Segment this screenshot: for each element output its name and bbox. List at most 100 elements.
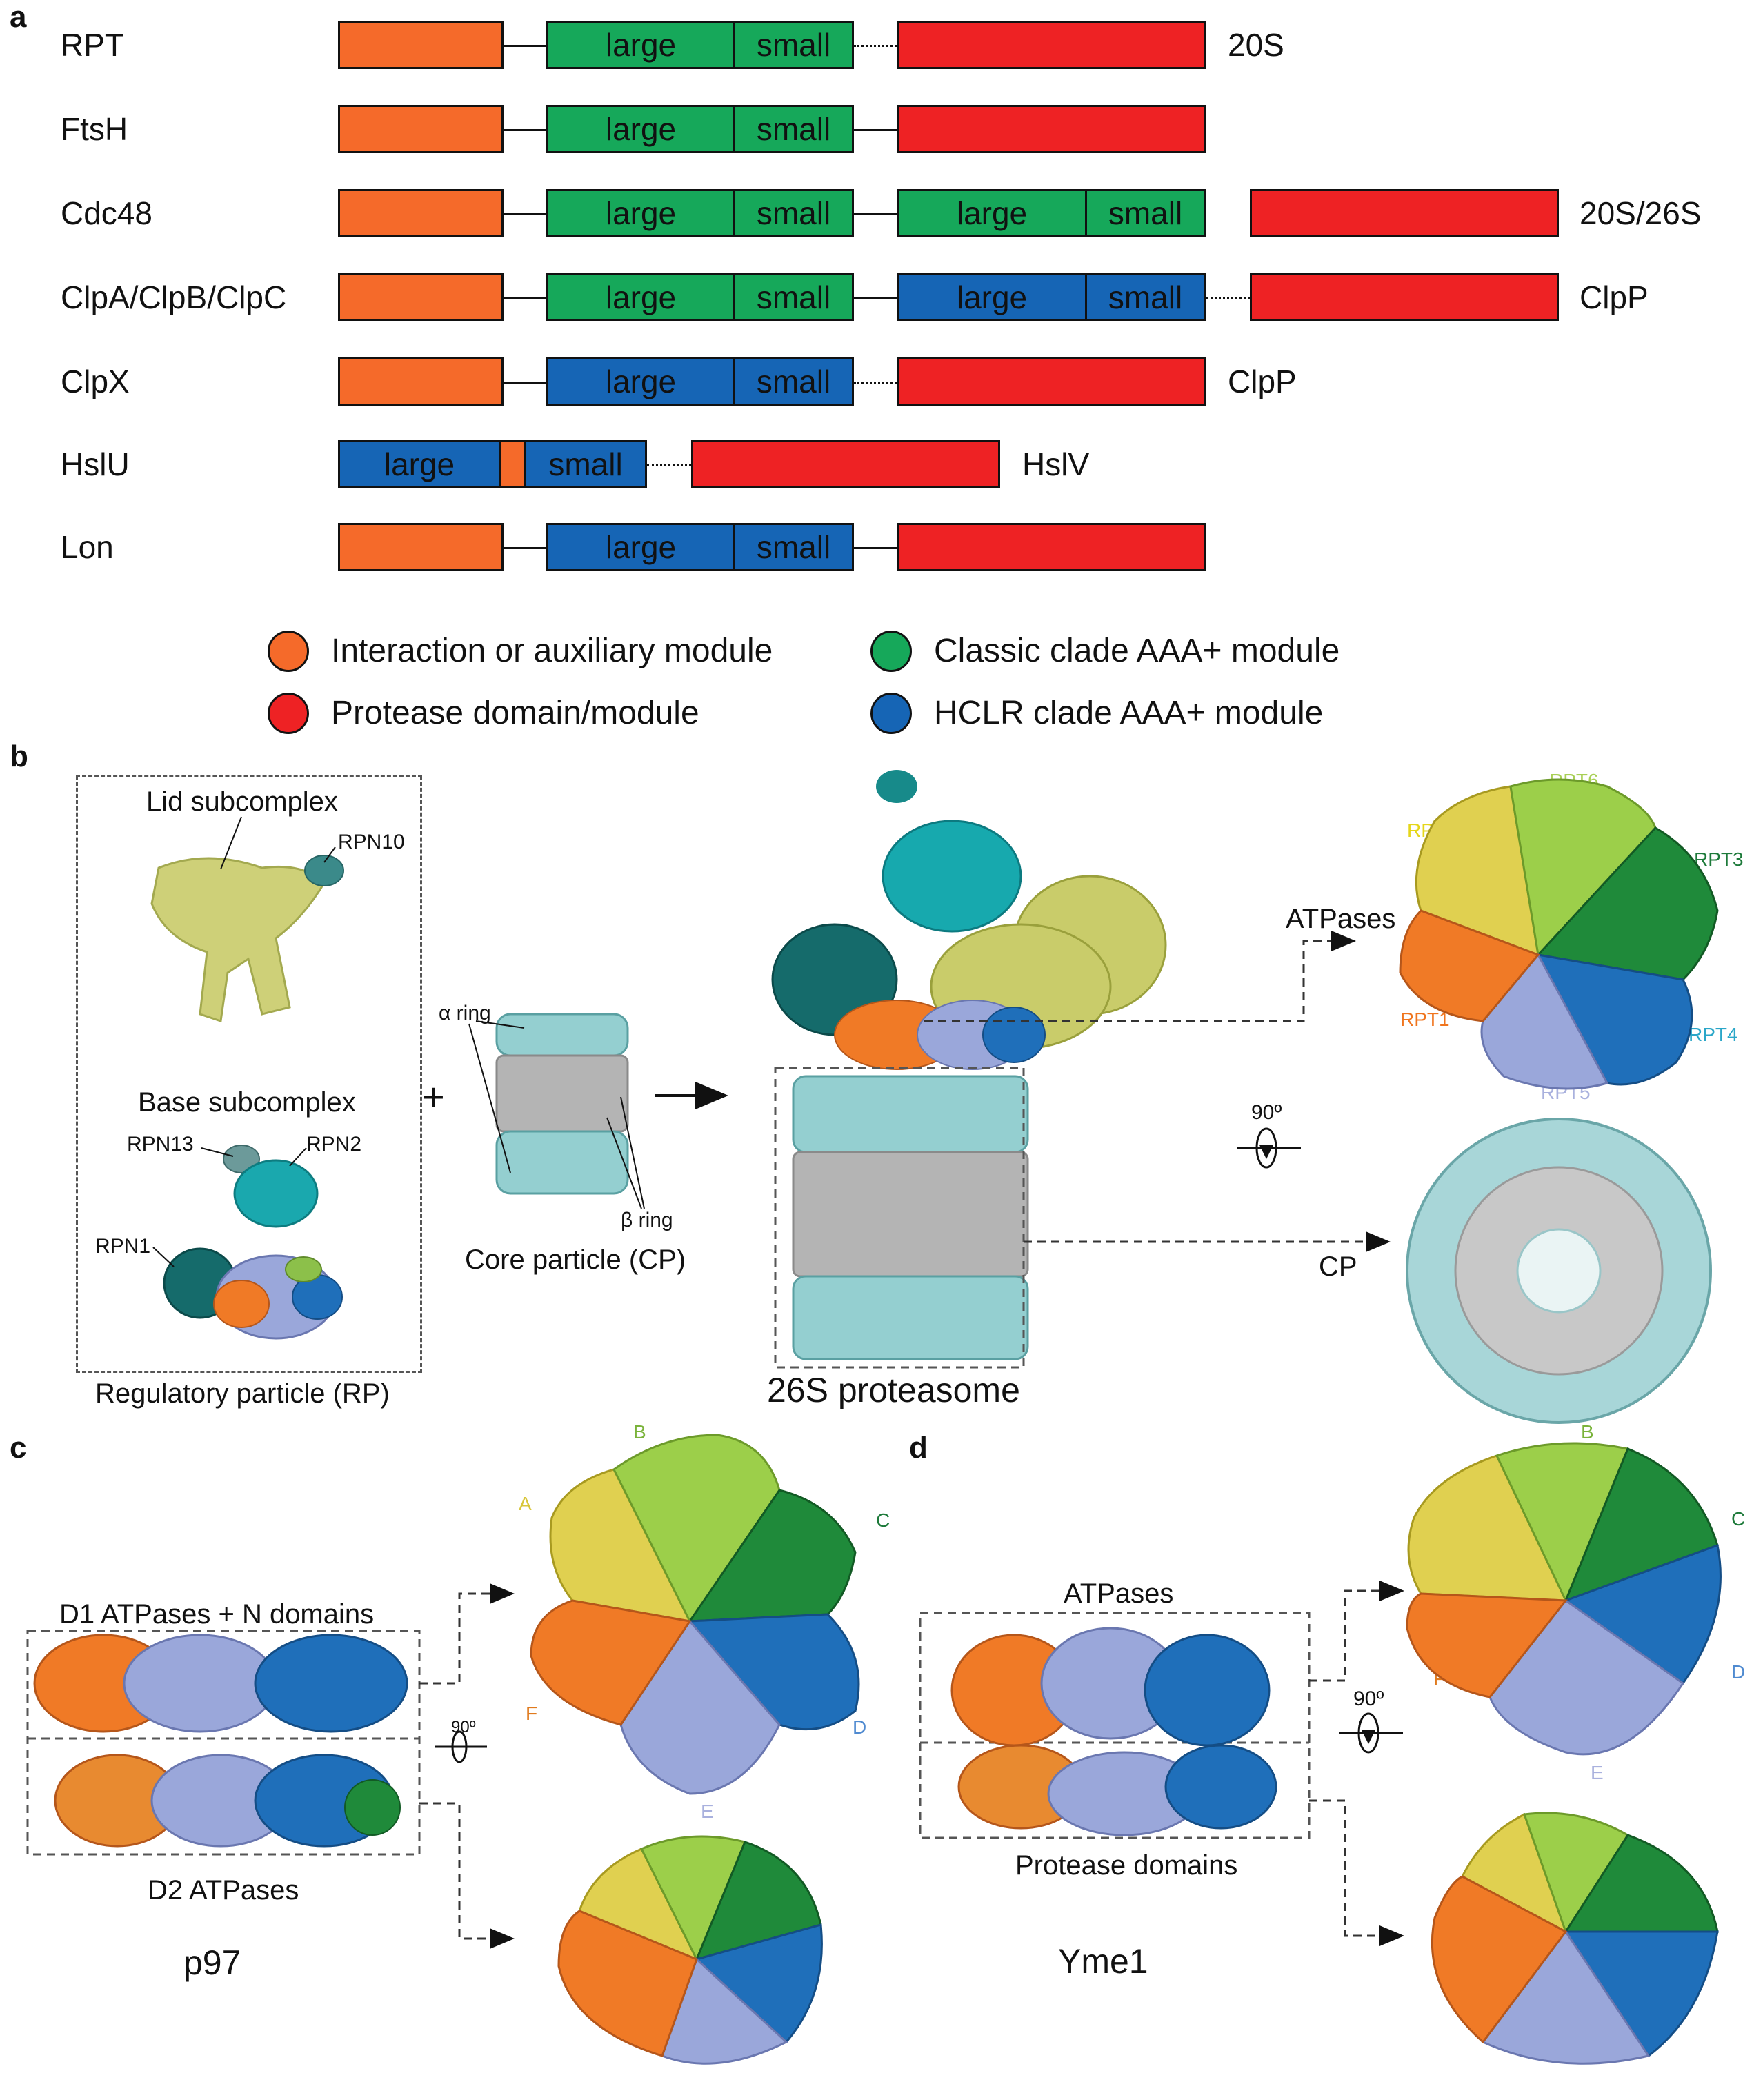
legend-dot-interaction [268, 631, 309, 672]
row-name: ClpA/ClpB/ClpC [61, 279, 287, 315]
large-segment: large [605, 279, 677, 315]
row-name: FtsH [61, 111, 128, 147]
p97-d2-ring [557, 1835, 823, 2065]
classic-aaa-module: large small [546, 105, 854, 153]
dotted-linker [647, 464, 691, 466]
subunit-f-label-c: F [526, 1703, 538, 1724]
lid-subcomplex-structure [150, 816, 344, 1022]
p97-d2-arrow [419, 1802, 515, 1949]
row-name: HslU [61, 446, 130, 482]
yme1-label: Yme1 [1058, 1942, 1148, 1981]
row-name: RPT [61, 27, 124, 63]
beta-ring-label: β ring [621, 1209, 673, 1231]
large-segment: large [605, 529, 677, 565]
protease-domain [1250, 189, 1559, 237]
atpases-label-d: ATPases [1064, 1578, 1174, 1609]
small-segment: small [733, 359, 852, 404]
rpt3-label: RPT3 [1694, 849, 1744, 870]
row-target: HslV [1022, 446, 1090, 482]
rotation-icon-c [435, 1730, 487, 1763]
large-segment: large [605, 27, 677, 63]
small-segment: small [733, 23, 852, 67]
large-segment: large [605, 364, 677, 399]
small-segment: small [548, 446, 623, 482]
legend-label: HCLR clade AAA+ module [934, 695, 1324, 731]
linker [504, 45, 546, 47]
regulatory-particle-frame [76, 775, 422, 1373]
small-segment: small [733, 275, 852, 319]
linker [854, 297, 897, 299]
core-particle-structure [468, 1013, 728, 1209]
subunit-e-label-c: E [701, 1801, 714, 1822]
subunit-c-label-d: C [1731, 1508, 1746, 1529]
p97-label: p97 [183, 1943, 241, 1982]
p97-d1-arrow [419, 1583, 515, 1685]
plus-sign: + [422, 1075, 445, 1118]
rpt1-label-visible: RPT1 [1400, 1009, 1450, 1030]
legend-dot-protease [268, 693, 309, 734]
yme1-protease-ring [1431, 1812, 1719, 2065]
large-segment: large [956, 279, 1028, 315]
small-segment: small [733, 107, 852, 151]
row-name: Cdc48 [61, 195, 152, 231]
lid-label: Lid subcomplex [146, 786, 338, 817]
large-segment: large [956, 195, 1028, 231]
dotted-linker [854, 382, 897, 384]
alpha-ring-label: α ring [439, 1002, 491, 1024]
yme1-atpases-arrow [1309, 1581, 1404, 1682]
linker [854, 129, 897, 131]
rpn13-label: RPN13 [127, 1133, 194, 1156]
proteasome-label: 26S proteasome [767, 1371, 1020, 1409]
atpases-arrow [924, 931, 1356, 1022]
linker [504, 213, 546, 215]
rotation-icon-d [1339, 1712, 1403, 1754]
hclr-aaa-module: large small [546, 357, 854, 406]
rotation-label-b: 90º [1251, 1101, 1282, 1124]
legend-label: Protease domain/module [331, 695, 699, 731]
interaction-module [338, 21, 504, 69]
classic-aaa-module-d1: large small [546, 189, 854, 237]
p97-side-view [26, 1630, 421, 1856]
classic-aaa-module-d2: large small [897, 189, 1206, 237]
interaction-module [338, 105, 504, 153]
hclr-aaa-module: large small [338, 440, 647, 488]
p97-d1-ring [530, 1434, 860, 1795]
rotation-icon-b [1237, 1127, 1301, 1169]
subunit-c-label-c: C [876, 1509, 890, 1531]
small-segment: small [1085, 191, 1204, 235]
row-target: 20S [1228, 27, 1284, 63]
panel-d-letter: d [909, 1431, 928, 1465]
d1-label: D1 ATPases + N domains [59, 1599, 375, 1630]
large-segment: large [605, 111, 677, 147]
panel-a-letter: a [10, 0, 27, 34]
dotted-linker [1206, 297, 1250, 299]
linker [854, 547, 897, 549]
row-name: Lon [61, 529, 114, 565]
yme1-protease-arrow [1309, 1799, 1404, 1946]
classic-aaa-module: large small [546, 273, 854, 321]
row-name: ClpX [61, 364, 130, 399]
panel-c-letter: c [10, 1431, 27, 1465]
atpases-label: ATPases [1286, 904, 1396, 934]
base-subcomplex-structure [152, 1145, 343, 1340]
yme1-side-view [919, 1612, 1311, 1839]
subunit-b-label-d: B [1581, 1421, 1594, 1443]
rp-label: Regulatory particle (RP) [95, 1378, 390, 1409]
linker [504, 129, 546, 131]
subunit-a-label-c: A [519, 1493, 532, 1514]
hclr-aaa-module: large small [897, 273, 1206, 321]
dotted-linker [854, 45, 897, 47]
protease-domains-label: Protease domains [1015, 1850, 1238, 1881]
proteasome-26s-structure [771, 770, 1167, 1360]
legend-dot-hclr [870, 693, 912, 734]
interaction-module [338, 357, 504, 406]
protease-domain [897, 21, 1206, 69]
d2-label: D2 ATPases [148, 1875, 299, 1905]
rpn2-label: RPN2 [306, 1133, 362, 1156]
rpn1-label: RPN1 [95, 1235, 151, 1258]
cp-label: CP [1319, 1251, 1357, 1282]
small-segment: small [733, 191, 852, 235]
protease-domain [691, 440, 1000, 488]
row-target: ClpP [1580, 279, 1649, 315]
large-segment: large [605, 195, 677, 231]
